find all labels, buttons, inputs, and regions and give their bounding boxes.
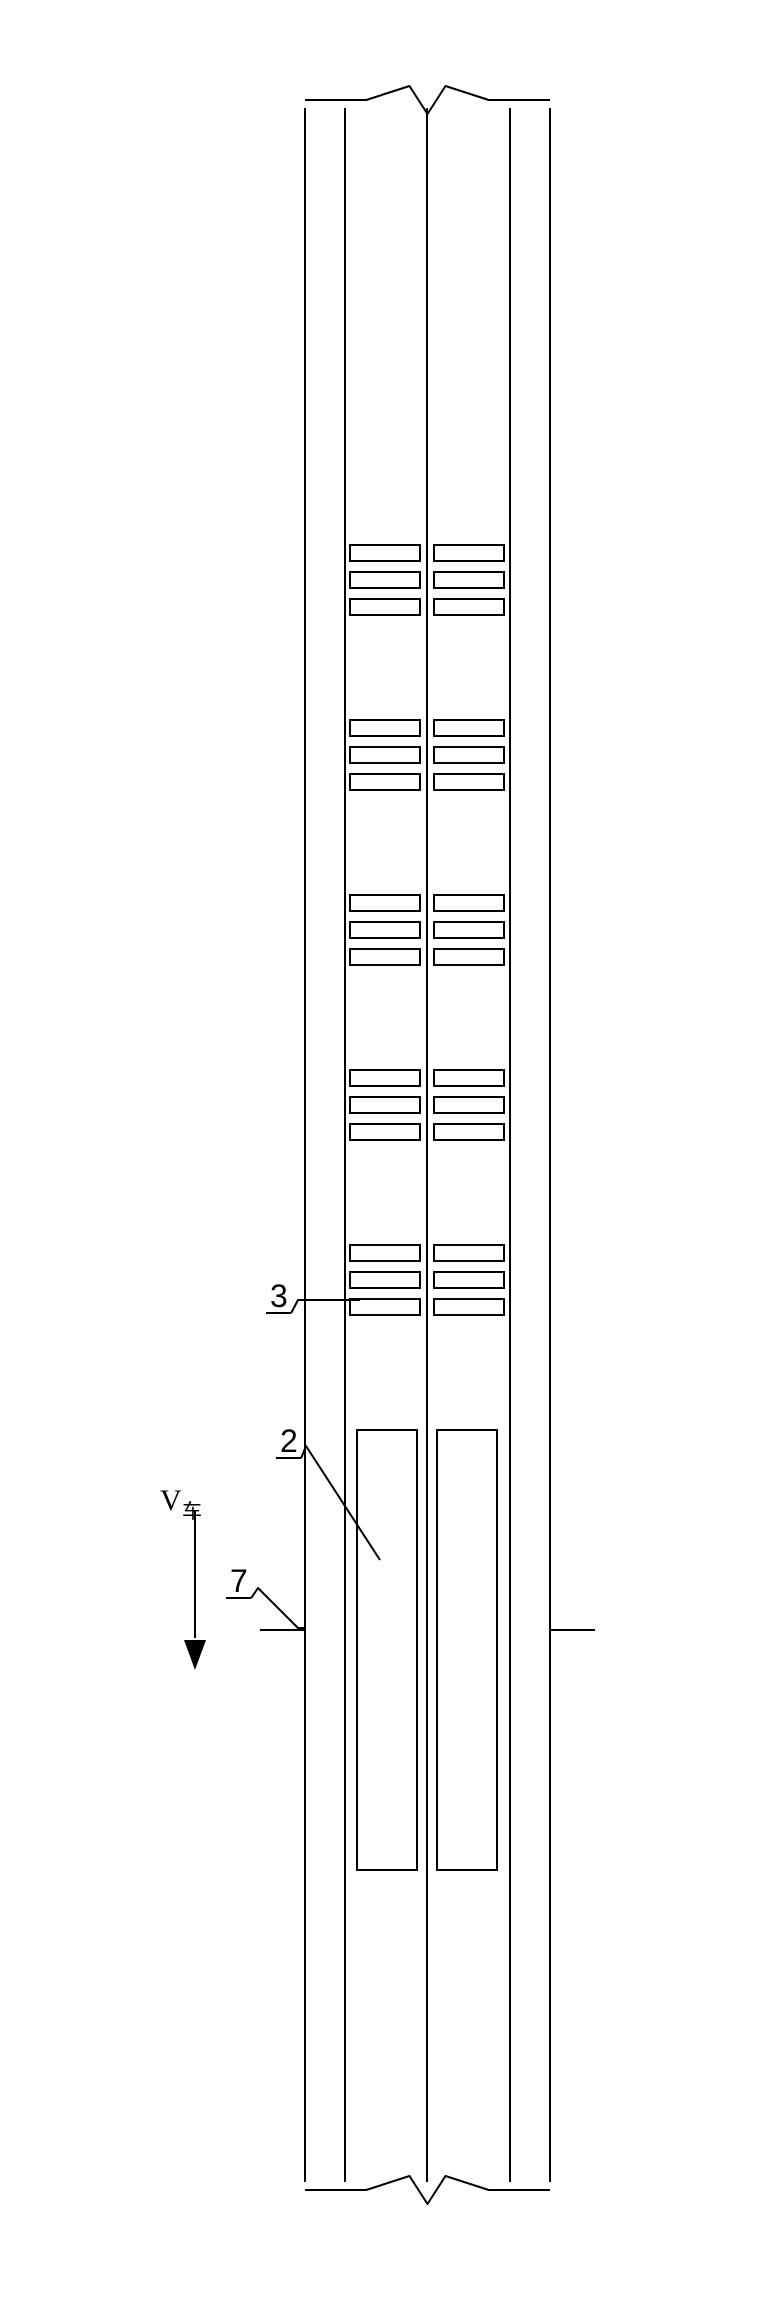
diagram-svg: V车 7 2 3: [0, 0, 779, 2299]
velocity-label: V: [160, 1484, 182, 1517]
callout-7: 7: [230, 1563, 248, 1599]
callout-3: 3: [270, 1278, 288, 1314]
velocity-label-sub: 车: [182, 1500, 202, 1523]
callout-2: 2: [280, 1423, 298, 1459]
diagram-canvas: V车 7 2 3: [0, 0, 779, 2299]
